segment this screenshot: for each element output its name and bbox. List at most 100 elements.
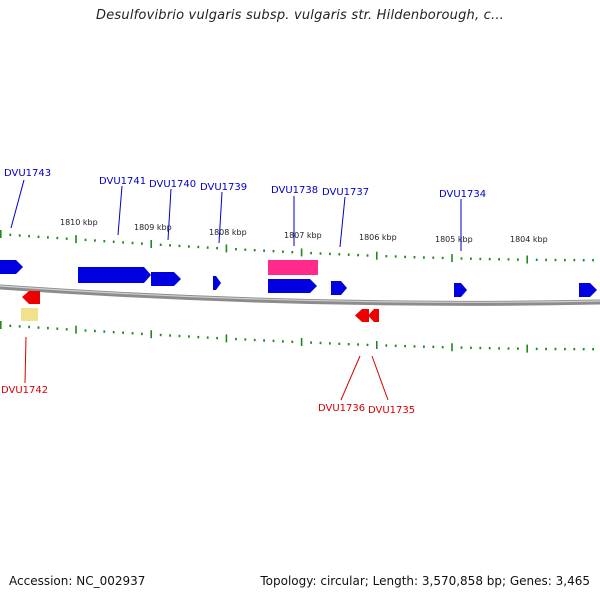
minor-tick bbox=[103, 240, 106, 243]
leader-dvu1736 bbox=[340, 355, 361, 401]
minor-tick bbox=[329, 342, 331, 345]
minor-tick bbox=[141, 332, 143, 336]
leader-dvu1742 bbox=[24, 336, 27, 384]
major-tick bbox=[300, 338, 303, 346]
minor-tick bbox=[18, 234, 21, 237]
scale-label-1810: 1810 kbp bbox=[60, 218, 98, 227]
minor-tick bbox=[470, 346, 472, 349]
gene-dvu1743[interactable] bbox=[0, 260, 23, 274]
minor-tick bbox=[357, 253, 359, 257]
minor-tick bbox=[131, 332, 134, 335]
scale-ticks-bottom bbox=[0, 321, 594, 353]
leader-dvu1735 bbox=[371, 355, 389, 401]
scale-ticks-top bbox=[0, 230, 594, 264]
minor-tick bbox=[272, 339, 275, 343]
label-dvu1735[interactable]: DVU1735 bbox=[368, 405, 415, 416]
gene-dvu1737[interactable] bbox=[331, 281, 347, 295]
major-tick bbox=[451, 343, 453, 352]
gene-dvu1738-forward[interactable] bbox=[268, 279, 317, 293]
minor-tick bbox=[347, 253, 350, 256]
minor-tick bbox=[310, 341, 312, 344]
minor-tick bbox=[169, 244, 171, 247]
label-dvu1739[interactable]: DVU1739 bbox=[200, 182, 247, 193]
minor-tick bbox=[470, 257, 472, 260]
minor-tick bbox=[404, 255, 406, 259]
minor-tick bbox=[338, 342, 341, 345]
minor-tick bbox=[178, 244, 181, 248]
minor-tick bbox=[9, 233, 12, 236]
minor-tick bbox=[357, 343, 359, 346]
minor-tick bbox=[413, 256, 416, 259]
minor-tick bbox=[573, 258, 576, 262]
minor-tick bbox=[253, 338, 256, 342]
scale-label-1805: 1805 kbp bbox=[435, 235, 473, 244]
leader-dvu1740 bbox=[167, 188, 172, 241]
minor-tick bbox=[385, 344, 388, 347]
minor-tick bbox=[554, 347, 557, 351]
gene-dvu1739[interactable] bbox=[213, 276, 221, 290]
minor-tick bbox=[206, 336, 209, 339]
minor-tick bbox=[291, 251, 294, 254]
label-dvu1737[interactable]: DVU1737 bbox=[322, 187, 369, 198]
label-dvu1742[interactable]: DVU1742 bbox=[1, 385, 48, 396]
label-dvu1740[interactable]: DVU1740 bbox=[149, 179, 196, 190]
gene-dvu1734[interactable] bbox=[454, 283, 467, 297]
label-dvu1741[interactable]: DVU1741 bbox=[99, 176, 146, 187]
minor-tick bbox=[197, 245, 200, 249]
scale-label-1807: 1807 kbp bbox=[284, 231, 322, 240]
major-tick bbox=[451, 254, 453, 263]
gene-dvu1742[interactable] bbox=[22, 291, 40, 304]
minor-tick bbox=[310, 251, 312, 255]
minor-tick bbox=[122, 331, 124, 334]
major-tick bbox=[225, 334, 228, 343]
minor-tick bbox=[112, 331, 115, 334]
minor-tick bbox=[564, 347, 566, 351]
minor-tick bbox=[28, 234, 30, 238]
minor-tick bbox=[488, 257, 491, 261]
map-title: Desulfovibrio vulgaris subsp. vulgaris s… bbox=[96, 8, 504, 23]
gene-dvu1741[interactable] bbox=[78, 267, 151, 283]
minor-tick bbox=[582, 348, 585, 351]
minor-tick bbox=[112, 240, 115, 243]
minor-tick bbox=[56, 327, 59, 330]
major-tick bbox=[0, 321, 2, 329]
minor-tick bbox=[244, 248, 247, 251]
minor-tick bbox=[37, 326, 40, 329]
gene-dvu1736[interactable] bbox=[355, 309, 369, 322]
minor-tick bbox=[159, 243, 162, 246]
gene-right-edge[interactable] bbox=[579, 283, 597, 297]
label-dvu1734[interactable]: DVU1734 bbox=[439, 189, 486, 200]
minor-tick bbox=[206, 246, 209, 249]
minor-tick bbox=[592, 348, 594, 351]
minor-tick bbox=[347, 343, 350, 346]
minor-tick bbox=[423, 256, 425, 259]
gene-dvu1740[interactable] bbox=[151, 272, 181, 286]
minor-tick bbox=[479, 346, 482, 350]
minor-tick bbox=[18, 325, 21, 328]
gene-dvu1738-pink[interactable] bbox=[268, 260, 318, 275]
leader-dvu1741 bbox=[117, 185, 123, 236]
major-tick bbox=[225, 244, 228, 253]
minor-tick bbox=[282, 340, 284, 343]
minor-tick bbox=[338, 253, 341, 256]
gene-dvu1735[interactable] bbox=[368, 309, 379, 322]
minor-tick bbox=[507, 258, 510, 261]
minor-tick bbox=[263, 249, 265, 252]
minor-tick bbox=[47, 236, 49, 239]
minor-tick bbox=[498, 347, 500, 350]
minor-tick bbox=[582, 259, 585, 262]
minor-tick bbox=[235, 337, 237, 341]
minor-tick bbox=[564, 258, 566, 262]
minor-tick bbox=[394, 344, 397, 347]
scale-label-1804: 1804 kbp bbox=[510, 235, 548, 244]
minor-tick bbox=[94, 239, 96, 242]
minor-tick bbox=[535, 347, 538, 351]
minor-tick bbox=[235, 248, 237, 251]
gene-dvu1742-pseudo[interactable] bbox=[21, 308, 38, 321]
label-dvu1743[interactable]: DVU1743 bbox=[4, 168, 51, 179]
label-dvu1738[interactable]: DVU1738 bbox=[271, 185, 318, 196]
minor-tick bbox=[103, 330, 106, 333]
minor-tick bbox=[545, 258, 547, 262]
label-dvu1736[interactable]: DVU1736 bbox=[318, 403, 365, 414]
